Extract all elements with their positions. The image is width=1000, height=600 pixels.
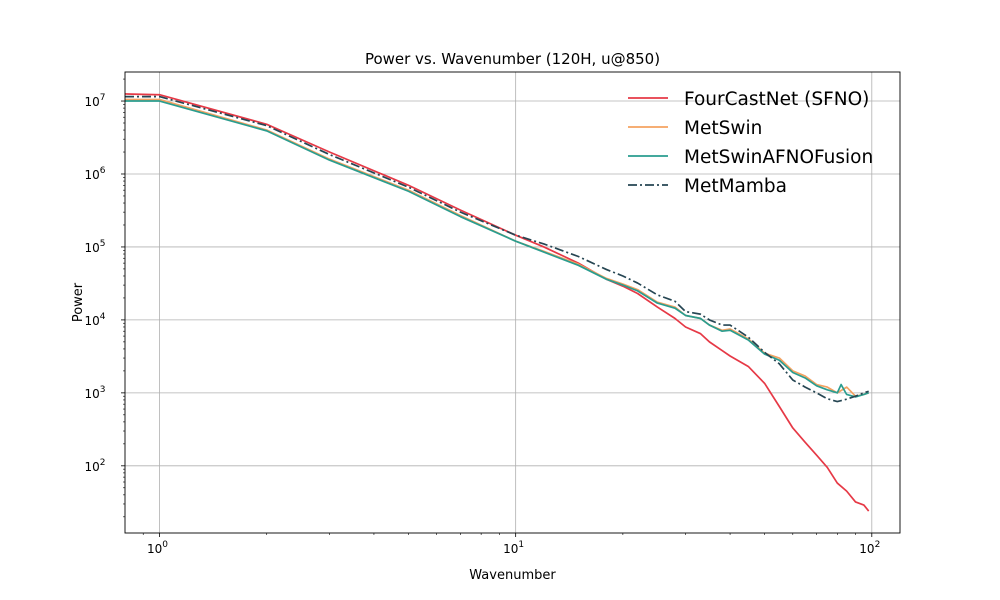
series-line-metswin bbox=[125, 98, 869, 398]
y-tick-exponent: 2 bbox=[100, 458, 106, 468]
y-tick-base: 10 bbox=[84, 95, 99, 109]
legend-label-metswinafnofusion: MetSwinAFNOFusion bbox=[684, 147, 873, 168]
x-axis-title: Wavenumber bbox=[469, 568, 556, 583]
y-tick-label: 105 bbox=[84, 239, 105, 255]
y-tick-base: 10 bbox=[84, 387, 99, 401]
y-axis-title: Power bbox=[71, 282, 86, 322]
plot-area-frame bbox=[124, 71, 901, 534]
x-tick-base: 10 bbox=[147, 542, 162, 556]
legend-label-metmamba: MetMamba bbox=[684, 176, 787, 197]
x-tick-base: 10 bbox=[859, 542, 874, 556]
legend-label-fourcastnet-sfno: FourCastNet (SFNO) bbox=[684, 89, 869, 110]
y-tick-base: 10 bbox=[84, 314, 99, 328]
y-tick-exponent: 3 bbox=[100, 385, 106, 395]
y-tick-label: 107 bbox=[84, 93, 105, 109]
y-tick-base: 10 bbox=[84, 168, 99, 182]
grid-layer bbox=[125, 72, 900, 533]
legend-label-metswin: MetSwin bbox=[684, 118, 762, 139]
chart-title: Power vs. Wavenumber (120H, u@850) bbox=[365, 50, 660, 68]
y-tick-exponent: 4 bbox=[100, 312, 106, 322]
x-tick-exponent: 2 bbox=[875, 540, 881, 550]
series-line-metswinafnofusion bbox=[125, 100, 869, 398]
x-tick-label: 102 bbox=[859, 540, 880, 556]
series-line-fourcastnet-sfno bbox=[124, 93, 870, 512]
y-tick-base: 10 bbox=[84, 241, 99, 255]
x-tick-base: 10 bbox=[503, 542, 518, 556]
y-tick-exponent: 7 bbox=[100, 93, 106, 103]
y-tick-exponent: 6 bbox=[100, 166, 106, 176]
x-tick-label: 101 bbox=[503, 540, 524, 556]
x-tick-exponent: 0 bbox=[162, 540, 168, 550]
legend: FourCastNet (SFNO) MetSwin MetSwinAFNOFusi… bbox=[628, 89, 873, 197]
y-tick-label: 102 bbox=[84, 458, 105, 474]
y-tick-label: 104 bbox=[84, 312, 105, 328]
y-tick-base: 10 bbox=[84, 460, 99, 474]
y-tick-label: 103 bbox=[84, 385, 105, 401]
series-line-metmamba bbox=[125, 95, 869, 403]
x-tick-exponent: 1 bbox=[518, 540, 524, 550]
y-tick-label: 106 bbox=[84, 166, 105, 182]
y-tick-exponent: 5 bbox=[100, 239, 106, 249]
x-tick-label: 100 bbox=[147, 540, 168, 556]
series-layer bbox=[124, 93, 870, 512]
